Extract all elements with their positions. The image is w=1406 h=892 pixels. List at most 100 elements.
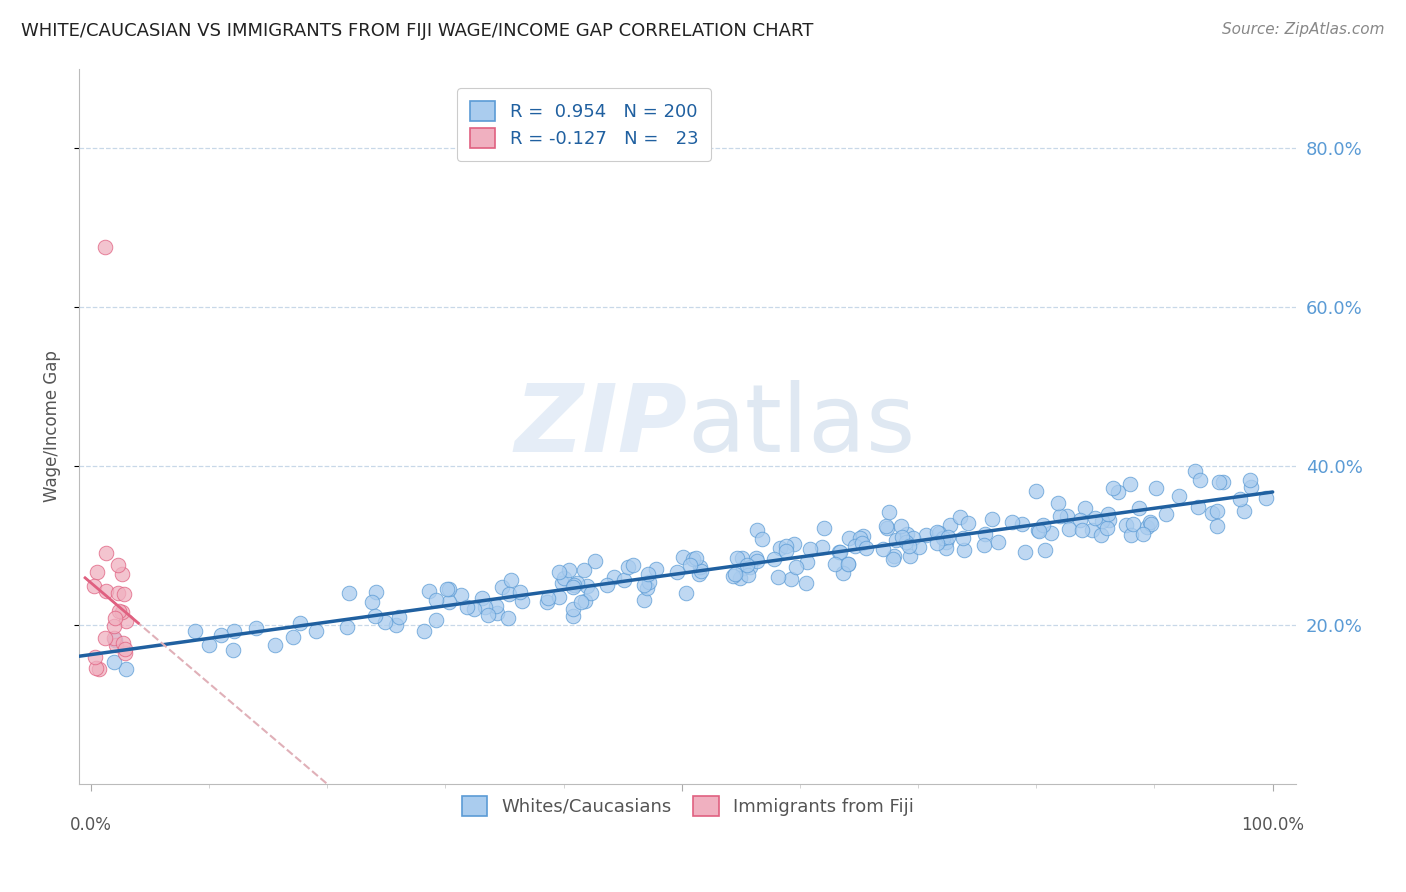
- Point: [474, 600, 496, 615]
- Point: [875, 519, 897, 533]
- Point: [425, 593, 447, 607]
- Point: [562, 581, 585, 595]
- Point: [510, 594, 533, 608]
- Point: [731, 551, 754, 566]
- Point: [477, 607, 499, 622]
- Point: [579, 586, 602, 600]
- Point: [849, 531, 872, 545]
- Y-axis label: Wage/Income Gap: Wage/Income Gap: [44, 351, 60, 502]
- Point: [956, 516, 979, 530]
- Point: [735, 558, 758, 572]
- Point: [567, 576, 589, 591]
- Point: [198, 638, 221, 652]
- Point: [336, 619, 359, 633]
- Point: [785, 560, 807, 574]
- Point: [104, 611, 127, 625]
- Point: [547, 565, 569, 579]
- Point: [537, 591, 560, 606]
- Point: [281, 630, 304, 644]
- Point: [898, 549, 921, 563]
- Point: [884, 533, 907, 548]
- Point: [1107, 485, 1129, 500]
- Point: [981, 512, 1004, 526]
- Point: [751, 532, 773, 546]
- Point: [925, 536, 948, 550]
- Point: [901, 532, 924, 546]
- Point: [689, 560, 711, 574]
- Point: [1208, 475, 1230, 490]
- Point: [824, 558, 846, 572]
- Point: [111, 606, 134, 620]
- Point: [891, 530, 914, 544]
- Point: [927, 525, 949, 540]
- Point: [737, 568, 759, 582]
- Point: [617, 560, 640, 574]
- Point: [418, 584, 440, 599]
- Point: [583, 554, 606, 568]
- Point: [83, 579, 105, 593]
- Point: [1025, 484, 1047, 499]
- Point: [775, 539, 797, 553]
- Point: [498, 611, 520, 625]
- Point: [1239, 474, 1261, 488]
- Point: [114, 646, 136, 660]
- Point: [562, 577, 585, 591]
- Point: [936, 530, 959, 544]
- Point: [974, 527, 997, 541]
- Point: [1098, 513, 1121, 527]
- Point: [762, 552, 785, 566]
- Point: [1233, 504, 1256, 518]
- Point: [1040, 526, 1063, 541]
- Point: [672, 550, 695, 565]
- Point: [837, 557, 859, 571]
- Point: [103, 655, 125, 669]
- Point: [987, 535, 1010, 549]
- Point: [103, 631, 125, 645]
- Point: [747, 554, 769, 568]
- Point: [1188, 474, 1211, 488]
- Point: [1132, 527, 1154, 541]
- Point: [1119, 476, 1142, 491]
- Point: [96, 545, 118, 559]
- Text: atlas: atlas: [688, 380, 915, 472]
- Point: [1154, 508, 1177, 522]
- Point: [485, 599, 508, 614]
- Point: [1184, 464, 1206, 478]
- Point: [876, 521, 898, 535]
- Point: [688, 567, 710, 582]
- Point: [1115, 518, 1137, 533]
- Point: [679, 558, 702, 573]
- Point: [412, 624, 434, 638]
- Point: [638, 574, 661, 589]
- Point: [491, 580, 513, 594]
- Point: [896, 526, 918, 541]
- Point: [384, 618, 406, 632]
- Point: [388, 610, 411, 624]
- Point: [838, 531, 860, 545]
- Point: [852, 529, 875, 543]
- Point: [665, 565, 688, 579]
- Point: [364, 584, 387, 599]
- Point: [103, 618, 125, 632]
- Point: [509, 585, 531, 599]
- Point: [245, 621, 267, 635]
- Point: [463, 602, 485, 616]
- Point: [114, 642, 136, 657]
- Point: [1119, 528, 1142, 542]
- Point: [883, 549, 905, 564]
- Point: [305, 624, 328, 639]
- Point: [562, 601, 585, 615]
- Point: [486, 607, 509, 621]
- Point: [633, 577, 655, 591]
- Point: [87, 662, 110, 676]
- Point: [86, 565, 108, 579]
- Point: [675, 586, 697, 600]
- Point: [364, 609, 387, 624]
- Point: [1256, 491, 1278, 505]
- Point: [1047, 496, 1070, 510]
- Point: [1240, 479, 1263, 493]
- Point: [973, 538, 995, 552]
- Point: [1097, 507, 1119, 521]
- Point: [1028, 524, 1050, 538]
- Point: [1212, 475, 1234, 489]
